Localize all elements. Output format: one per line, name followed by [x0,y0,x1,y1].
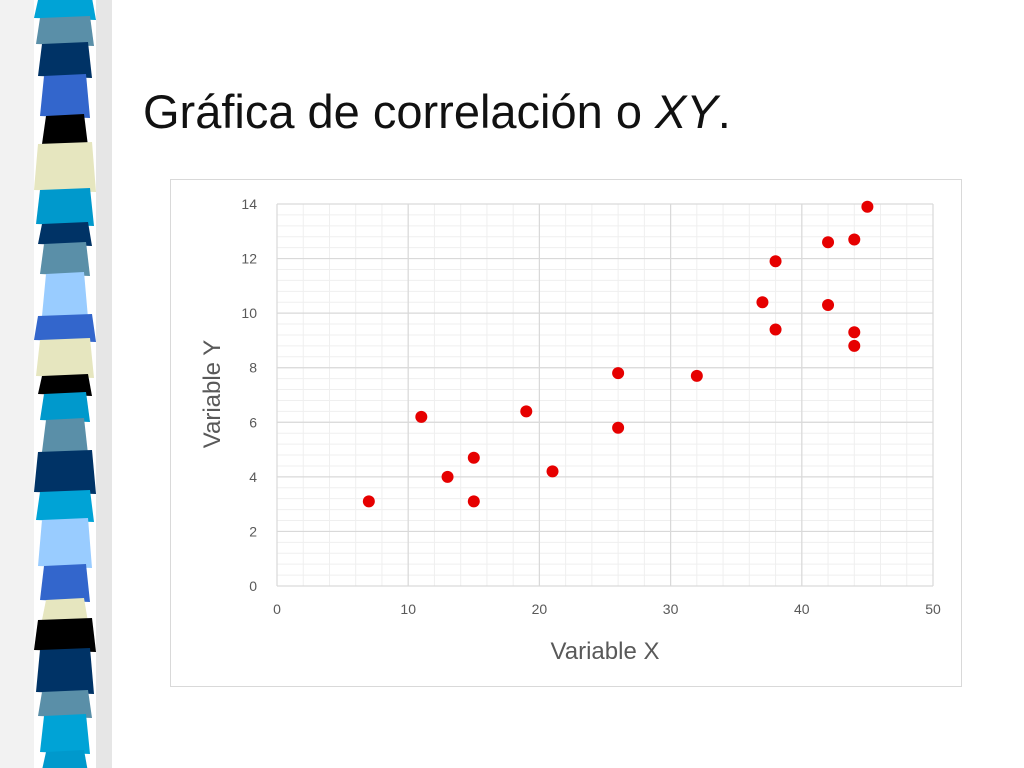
scatter-point [467,495,480,508]
stripe-shadow [96,0,112,768]
y-tick-label: 0 [249,578,257,594]
x-tick-label: 30 [663,601,679,617]
scatter-point [546,465,559,478]
scatter-point [362,495,375,508]
scatter-point [848,233,861,246]
scatter-point [415,410,428,423]
stripe-segment [36,648,94,694]
scatter-chart: 0 10 20 30 40 50 0 2 4 6 8 10 12 14 Variable X Varia… [199,196,941,665]
stripe-segment [40,714,90,754]
stripe-segment [34,618,96,652]
scatter-point [690,369,703,382]
title-text: Gráfica de correlación o [143,85,656,138]
scatter-point [441,470,454,483]
stripe-segment [38,42,92,78]
y-tick-label: 2 [249,523,257,539]
chart-area: 0 10 20 30 40 50 0 2 4 6 8 10 12 14 Variable X Varia… [170,179,962,687]
stripe-segment [40,242,90,276]
stripe-segment [42,272,88,318]
title-italic-text: XY [655,85,718,138]
scatter-point [848,339,861,352]
scatter-point [520,405,533,418]
stripe-segment [40,564,90,602]
y-tick-label: 10 [241,305,257,321]
y-tick-label: 12 [241,251,257,267]
stripe-segment [34,450,96,494]
stripe-segment [36,16,94,46]
minor-gridlines [276,203,934,587]
stripe-shadow [0,0,34,768]
stripe-segment [36,188,94,226]
stripe-segment [40,74,90,118]
x-axis-title: Variable X [551,638,660,665]
scatter-point [612,421,625,434]
y-tick-label: 14 [241,196,257,212]
y-axis-title: Variable Y [199,340,226,449]
y-tick-label: 6 [249,414,257,430]
scatter-point [848,326,861,339]
stripe-segment [38,374,92,396]
major-gridlines [276,203,934,587]
stripe-segment [36,490,94,522]
stripe-segment [34,0,96,20]
scatter-point [756,296,769,309]
title-suffix: . [717,85,731,138]
x-tick-labels: 0 10 20 30 40 50 [273,601,941,617]
scatter-point [769,255,782,268]
stripe-segment [34,314,96,342]
stripe-segment [38,222,92,246]
x-tick-label: 10 [400,601,416,617]
x-tick-label: 50 [925,601,941,617]
y-tick-label: 4 [249,469,257,485]
scatter-point [822,236,835,249]
scatter-point [822,298,835,311]
x-tick-label: 0 [273,601,281,617]
scatter-point [861,200,874,213]
stripe-segment [40,392,90,422]
x-tick-label: 20 [532,601,548,617]
stripe-segment [38,690,92,718]
stripe-segment [42,598,88,622]
stripe-segment [42,418,88,454]
stripe-segment [38,518,92,568]
stripe-segment [42,114,88,146]
stripe-segment [36,338,94,378]
scatter-point [467,451,480,464]
y-tick-labels: 0 2 4 6 8 10 12 14 [241,196,257,594]
decorative-stripe-band [0,0,112,768]
slide-title: Gráfica de correlación o XY. [143,84,731,139]
stripe-segment [42,750,88,768]
scatter-point [769,323,782,336]
scatter-point [612,367,625,380]
y-tick-label: 8 [249,360,257,376]
stripe-segment [34,142,96,192]
data-points [362,200,874,508]
x-tick-label: 40 [794,601,810,617]
